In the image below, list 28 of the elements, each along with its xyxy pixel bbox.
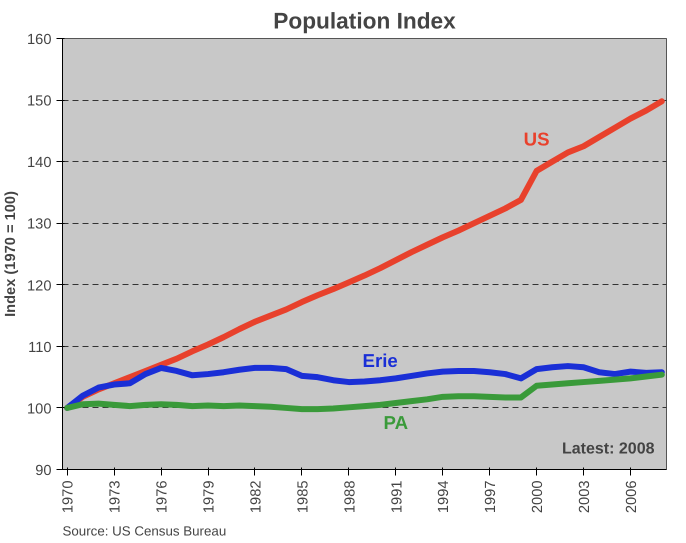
y-tick-label: 160 bbox=[27, 32, 52, 48]
x-tick-label: 2003 bbox=[577, 480, 594, 514]
x-tick-label: 2006 bbox=[624, 480, 640, 514]
source-note: Source: US Census Bureau bbox=[62, 524, 226, 538]
y-tick-label: 120 bbox=[27, 278, 52, 294]
x-tick-label: 1994 bbox=[436, 480, 452, 514]
series-label: Erie bbox=[362, 350, 398, 371]
annotation: Latest: 2008 bbox=[562, 440, 655, 458]
y-tick-label: 140 bbox=[27, 155, 52, 172]
x-tick-label: 1982 bbox=[248, 480, 264, 514]
y-tick-label: 130 bbox=[27, 216, 52, 233]
series-label: US bbox=[524, 128, 550, 150]
y-tick-label: 100 bbox=[27, 401, 52, 418]
x-tick-label: 1979 bbox=[202, 480, 218, 514]
x-tick-label: 1988 bbox=[342, 480, 358, 514]
x-tick-label: 1976 bbox=[154, 480, 171, 514]
y-tick-label: 150 bbox=[27, 94, 52, 110]
y-axis-title: Index (1970 = 100) bbox=[3, 190, 20, 317]
y-tick-label: 110 bbox=[28, 340, 52, 356]
x-tick-label: 1973 bbox=[108, 480, 124, 514]
series-label: PA bbox=[384, 412, 408, 434]
x-tick-label: 1970 bbox=[60, 480, 77, 514]
x-tick-label: 1997 bbox=[483, 480, 500, 514]
x-tick-label: 1991 bbox=[389, 480, 406, 514]
x-tick-label: 2000 bbox=[530, 480, 546, 514]
x-tick-label: 1985 bbox=[295, 480, 312, 514]
chart-title: Population Index bbox=[273, 8, 456, 34]
y-tick-label: 90 bbox=[35, 463, 52, 479]
